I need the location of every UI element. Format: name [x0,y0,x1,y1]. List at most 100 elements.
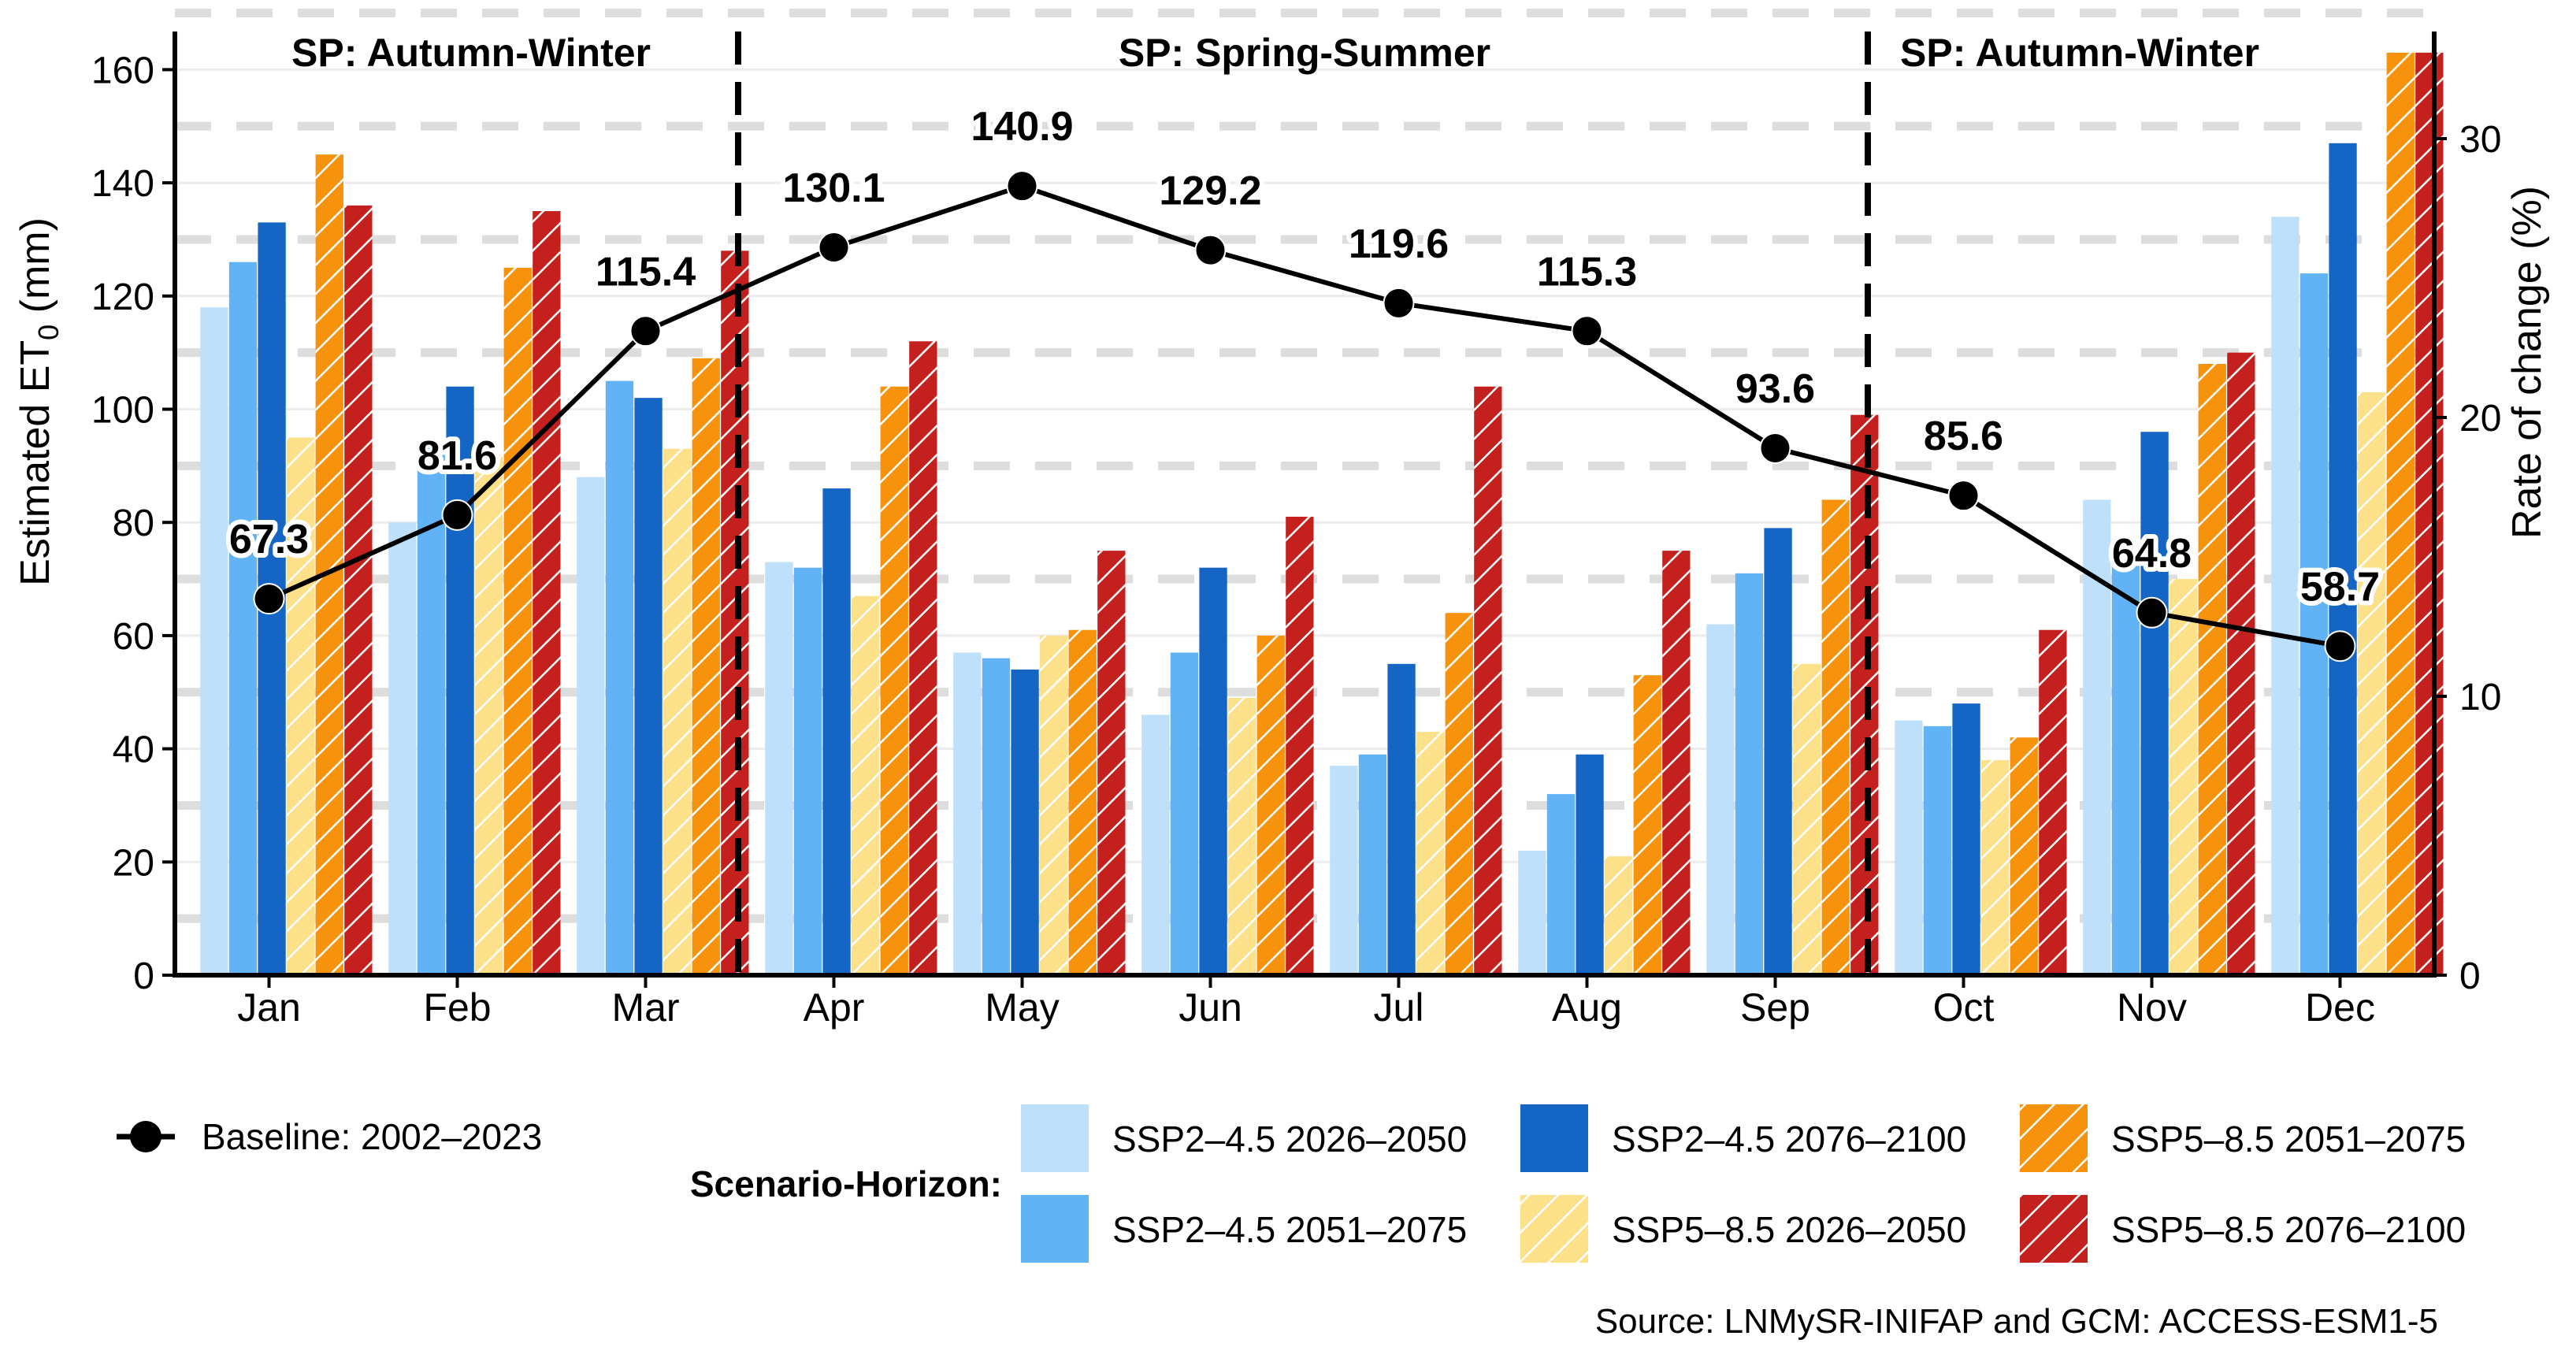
bar-ssp5-8-5-2076-2100-oct-hatch [2039,629,2067,975]
x-axis-tick-label-dec: Dec [2305,985,2375,1030]
bar-ssp2-4-5-2076-2100-mar [634,398,663,975]
baseline-value-label-nov: 64.8 [2112,531,2192,577]
bar-ssp5-8-5-2076-2100-nov-hatch [2227,352,2255,975]
right-axis-label: Rate of change (%) [2504,186,2550,539]
bar-ssp2-4-5-2026-2050-aug [1518,850,1546,975]
bar-ssp2-4-5-2076-2100-sep [1764,528,1792,975]
baseline-point-jul [1383,287,1415,319]
legend-baseline-label: Baseline: 2002–2023 [202,1116,542,1157]
bar-ssp5-8-5-2026-2050-may-hatch [1040,635,1068,975]
x-axis-tick-label-mar: Mar [611,985,679,1030]
baseline-point-sep [1759,432,1791,464]
x-axis-tick-label-oct: Oct [1933,985,1995,1030]
baseline-value-label-may: 140.9 [971,104,1073,150]
bar-ssp2-4-5-2076-2100-nov [2140,432,2169,975]
x-axis-tick-label-nov: Nov [2117,985,2187,1030]
bar-ssp2-4-5-2076-2100-feb [446,386,474,975]
baseline-point-apr [818,232,850,264]
legend-swatch-ssp2-4-5-2051-2075 [1021,1195,1089,1263]
bar-ssp2-4-5-2026-2050-mar [577,477,605,975]
bar-ssp2-4-5-2026-2050-feb [388,522,417,975]
baseline-value-label-mar: 115.4 [596,249,696,295]
bar-ssp2-4-5-2051-2075-aug [1546,794,1576,975]
left-axis-tick-label: 40 [113,729,154,771]
baseline-value-label-jul: 119.6 [1349,221,1449,267]
season-label-spring-summer: SP: Spring-Summer [1119,31,1490,75]
bar-ssp5-8-5-2051-2075-jan-hatch [315,154,343,975]
baseline-value-label-apr: 130.1 [782,165,885,211]
bar-ssp2-4-5-2026-2050-oct [1895,720,1923,975]
legend-label-ssp5-8-5-2051-2075: SSP5–8.5 2051–2075 [2111,1119,2466,1159]
baseline-point-nov [2136,596,2168,629]
baseline-point-dec [2324,630,2356,662]
legend-label-ssp2-4-5-2076-2100: SSP2–4.5 2076–2100 [1612,1119,1966,1159]
legend-label-ssp5-8-5-2076-2100: SSP5–8.5 2076–2100 [2111,1209,2466,1250]
legend-label-ssp5-8-5-2026-2050: SSP5–8.5 2026–2050 [1612,1209,1966,1250]
axis-ticks: 0 20 40 60 80 100 120 140 160 0 10 20 30 Jan Feb Mar Apr… [91,50,2501,1030]
bar-ssp2-4-5-2076-2100-may [1011,670,1039,975]
right-axis-tick-label: 10 [2459,677,2501,718]
legend-title: Scenario-Horizon: [690,1163,1002,1204]
baseline-point-aug [1571,315,1603,347]
bar-ssp5-8-5-2026-2050-aug-hatch [1605,856,1633,975]
x-axis-tick-label-aug: Aug [1552,985,1622,1030]
bar-ssp2-4-5-2026-2050-jul [1330,766,1358,975]
bar-ssp5-8-5-2051-2075-jun-hatch [1256,635,1285,975]
baseline-value-label-oct: 85.6 [1924,414,2003,459]
x-axis-tick-label-apr: Apr [804,985,865,1030]
bar-ssp2-4-5-2026-2050-apr [765,562,793,975]
bar-ssp5-8-5-2051-2075-dec-hatch [2386,52,2415,976]
bar-ssp2-4-5-2051-2075-jul [1358,754,1387,975]
season-label-autumn-winter-right: SP: Autumn-Winter [1900,31,2259,75]
baseline-point-feb [441,499,473,531]
left-axis-tick-label: 20 [113,842,154,884]
bar-ssp5-8-5-2076-2100-jul-hatch [1474,386,1502,975]
legend-swatch-ssp2-4-5-2026-2050 [1021,1104,1089,1172]
bar-ssp5-8-5-2076-2100-jan-hatch [344,205,373,976]
baseline-value-label-sep: 93.6 [1735,366,1815,412]
legend-swatch-ssp5-8-5-2051-2075-hatch [2020,1104,2088,1172]
season-label-autumn-winter-left: SP: Autumn-Winter [291,31,651,75]
bar-ssp5-8-5-2076-2100-sep-hatch [1850,414,1879,975]
source-note: Source: LNMySR-INIFAP and GCM: ACCESS-ES… [1595,1302,2438,1341]
baseline-point-jun [1194,234,1227,266]
baseline-point-jan [253,583,285,615]
right-axis-tick-label: 20 [2459,398,2501,440]
axes [173,32,2437,978]
bar-ssp5-8-5-2051-2075-feb-hatch [503,267,532,975]
bar-ssp5-8-5-2076-2100-feb-hatch [533,211,561,975]
bar-ssp2-4-5-2026-2050-jun [1141,714,1170,975]
x-axis-tick-label-may: May [985,985,1059,1030]
bar-ssp5-8-5-2026-2050-oct-hatch [1981,759,2010,975]
left-axis-tick-label: 120 [91,276,154,318]
bar-ssp2-4-5-2076-2100-jul [1387,663,1416,975]
left-axis-tick-label: 100 [91,390,154,432]
bar-ssp5-8-5-2051-2075-mar-hatch [692,358,720,976]
x-axis-tick-label-feb: Feb [423,985,491,1030]
baseline-point-mar [629,315,662,347]
bar-ssp5-8-5-2026-2050-dec-hatch [2358,391,2386,975]
legend-label-ssp2-4-5-2026-2050: SSP2–4.5 2026–2050 [1112,1119,1467,1159]
bar-ssp2-4-5-2051-2075-may [982,658,1011,975]
bar-ssp2-4-5-2051-2075-mar [605,380,634,975]
left-axis-tick-label: 80 [113,503,154,544]
bar-ssp2-4-5-2076-2100-oct [1952,703,1980,975]
left-axis-tick-label: 160 [91,50,154,91]
bar-ssp5-8-5-2051-2075-may-hatch [1068,629,1097,975]
left-axis-tick-label: 60 [113,616,154,658]
bar-ssp2-4-5-2051-2075-dec [2299,273,2329,975]
bar-ssp5-8-5-2076-2100-aug-hatch [1662,551,1691,975]
bar-ssp5-8-5-2026-2050-jan-hatch [287,437,315,975]
bar-ssp5-8-5-2076-2100-apr-hatch [909,341,937,975]
bar-ssp5-8-5-2076-2100-may-hatch [1097,551,1126,975]
baseline-line [268,184,2341,649]
baseline-value-label-dec: 58.7 [2300,564,2380,610]
bar-ssp2-4-5-2051-2075-jan [228,262,258,975]
bar-ssp5-8-5-2051-2075-nov-hatch [2198,364,2226,975]
bar-ssp2-4-5-2076-2100-apr [822,488,851,975]
left-axis-label: Estimated ET0 (mm) [13,217,65,586]
bar-ssp5-8-5-2076-2100-mar-hatch [721,250,749,975]
baseline-value-label-feb: 81.6 [418,433,497,479]
bars [200,52,2444,976]
